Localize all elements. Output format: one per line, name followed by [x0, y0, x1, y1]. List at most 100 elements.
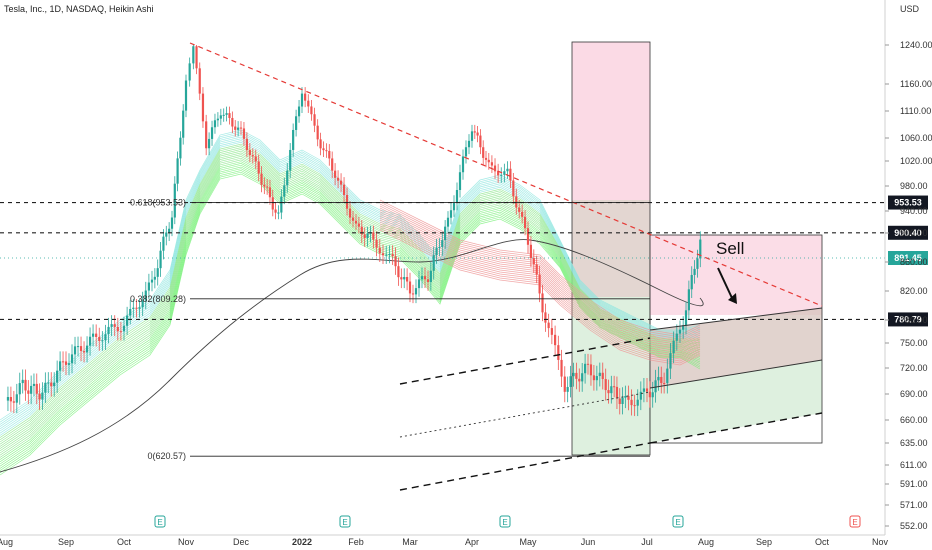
candle-body [566, 386, 569, 392]
level-badge [888, 225, 928, 240]
earnings-marker[interactable] [499, 515, 511, 528]
candle-body [135, 307, 138, 309]
candle-body [408, 281, 412, 294]
candle-body [50, 382, 53, 387]
mid-trendline [399, 391, 651, 438]
candle-body [473, 131, 476, 133]
ma-ribbon-line-bearish [379, 203, 701, 340]
ma-ribbon-line-bearish [379, 211, 701, 348]
candle-body [271, 197, 274, 210]
candle-body [526, 228, 530, 245]
ma-ribbon-line [0, 170, 701, 471]
ma-ribbon-line-bearish [379, 227, 701, 364]
candle-body [360, 226, 363, 235]
candle-body [300, 93, 304, 107]
candle-body [470, 131, 474, 141]
candle-body [375, 239, 378, 248]
candle-body [162, 236, 165, 251]
candle-body [578, 378, 581, 382]
level-badge [888, 195, 928, 210]
candle-body [176, 158, 179, 184]
x-tick-label: Feb [348, 537, 364, 547]
x-tick-label: Jun [581, 537, 596, 547]
candle-body [210, 127, 214, 139]
candle-body [88, 336, 92, 346]
ma-ribbon-line-bearish [379, 225, 701, 362]
ma-ribbon-line [0, 140, 701, 434]
candle-body [521, 211, 524, 217]
x-tick-label: Sep [756, 537, 772, 547]
candle-body [44, 382, 47, 393]
projection-line-bottom [649, 412, 823, 444]
candle-body [168, 228, 171, 233]
earnings-marker[interactable] [339, 515, 351, 528]
candle-body [438, 246, 441, 248]
support-trendline-upper [399, 337, 651, 385]
candle-body [192, 46, 195, 64]
candle-body [672, 340, 675, 354]
ma-ribbon-line-bearish [379, 229, 701, 366]
candle-body [307, 100, 310, 107]
candle-body [682, 325, 685, 330]
earnings-marker[interactable] [154, 515, 166, 528]
candle-body [119, 331, 123, 333]
candle-body [467, 140, 471, 148]
ma-ribbon-line [0, 141, 701, 436]
ma-ribbon-line-bearish [379, 199, 701, 336]
candle-body [104, 334, 107, 341]
candle-body [423, 276, 427, 280]
candle-body [6, 397, 10, 401]
ma-ribbon-line [0, 138, 701, 432]
candle-body [452, 202, 456, 211]
candle-body [406, 276, 409, 282]
candle-body [47, 382, 50, 384]
candle-body [297, 106, 301, 117]
y-tick-label: 611.00 [900, 460, 927, 470]
candle-body [633, 405, 636, 407]
candle-body [198, 68, 201, 94]
candle-body [532, 258, 535, 265]
candle-body [601, 372, 604, 380]
y-tick-label: 591.00 [900, 479, 928, 489]
candle-body [449, 210, 453, 218]
candle-body [251, 155, 254, 157]
candle-body [27, 390, 30, 394]
candle-body [205, 121, 208, 149]
ma-ribbon-line [0, 129, 701, 421]
earnings-marker-label: E [342, 518, 347, 527]
candle-body [523, 216, 527, 229]
earnings-marker-future[interactable] [849, 515, 861, 528]
candle-body [598, 372, 601, 377]
ma-ribbon-line [0, 131, 701, 423]
candle-body [411, 293, 415, 295]
candle-body [618, 398, 621, 405]
candle-body [170, 217, 174, 229]
candle-body [446, 217, 450, 227]
candle-body [563, 376, 566, 392]
candle-body [351, 217, 355, 221]
y-tick-label: 690.00 [900, 389, 928, 399]
candle-body [615, 386, 619, 399]
candle-body [70, 354, 74, 364]
candle-body [547, 322, 550, 329]
candle-body [280, 196, 283, 213]
candle-body [260, 173, 263, 185]
candle-body [38, 393, 41, 400]
x-tick-label: Dec [233, 537, 250, 547]
candle-body [234, 126, 237, 130]
candle-body [266, 186, 269, 188]
candle-body [493, 165, 497, 172]
candle-body [268, 187, 272, 198]
candle-body [699, 239, 702, 259]
earnings-marker[interactable] [672, 515, 684, 528]
candle-body [225, 113, 228, 115]
candle-body [248, 150, 251, 156]
candle-body [156, 268, 159, 277]
sell-annotation: Sell [716, 239, 744, 258]
y-tick-label: 860.00 [900, 257, 928, 267]
candle-body [32, 383, 36, 386]
candle-body [345, 194, 349, 209]
level-badge-label: 953.53 [894, 198, 922, 208]
y-tick-label: 660.00 [900, 415, 928, 425]
